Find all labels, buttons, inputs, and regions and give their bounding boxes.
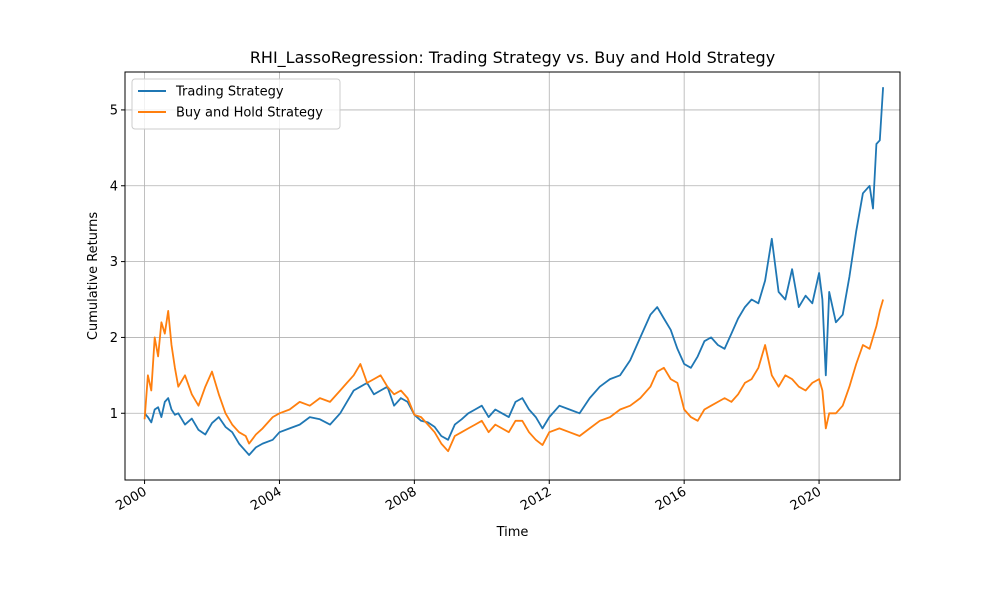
y-axis-label: Cumulative Returns	[86, 212, 101, 340]
series-line-buy-and-hold-strategy	[143, 299, 884, 453]
y-tick-label: 1	[110, 407, 118, 422]
series-lines	[143, 87, 884, 456]
y-tick-label: 4	[110, 179, 118, 194]
y-tick-label: 3	[110, 255, 118, 270]
series-line-trading-strategy	[143, 87, 884, 456]
legend-box	[131, 78, 341, 130]
grid	[125, 72, 900, 480]
legend-label: Trading Strategy	[175, 85, 284, 100]
chart-title: RHI_LassoRegression: Trading Strategy vs…	[250, 48, 775, 68]
y-tick-label: 2	[110, 331, 118, 346]
legend: Trading Strategy Buy and Hold Strategy	[131, 78, 341, 130]
x-axis-label: Time	[496, 525, 529, 540]
y-tick-label: 5	[110, 103, 118, 118]
legend-label: Buy and Hold Strategy	[176, 106, 323, 121]
plot-area-frame	[124, 71, 901, 481]
